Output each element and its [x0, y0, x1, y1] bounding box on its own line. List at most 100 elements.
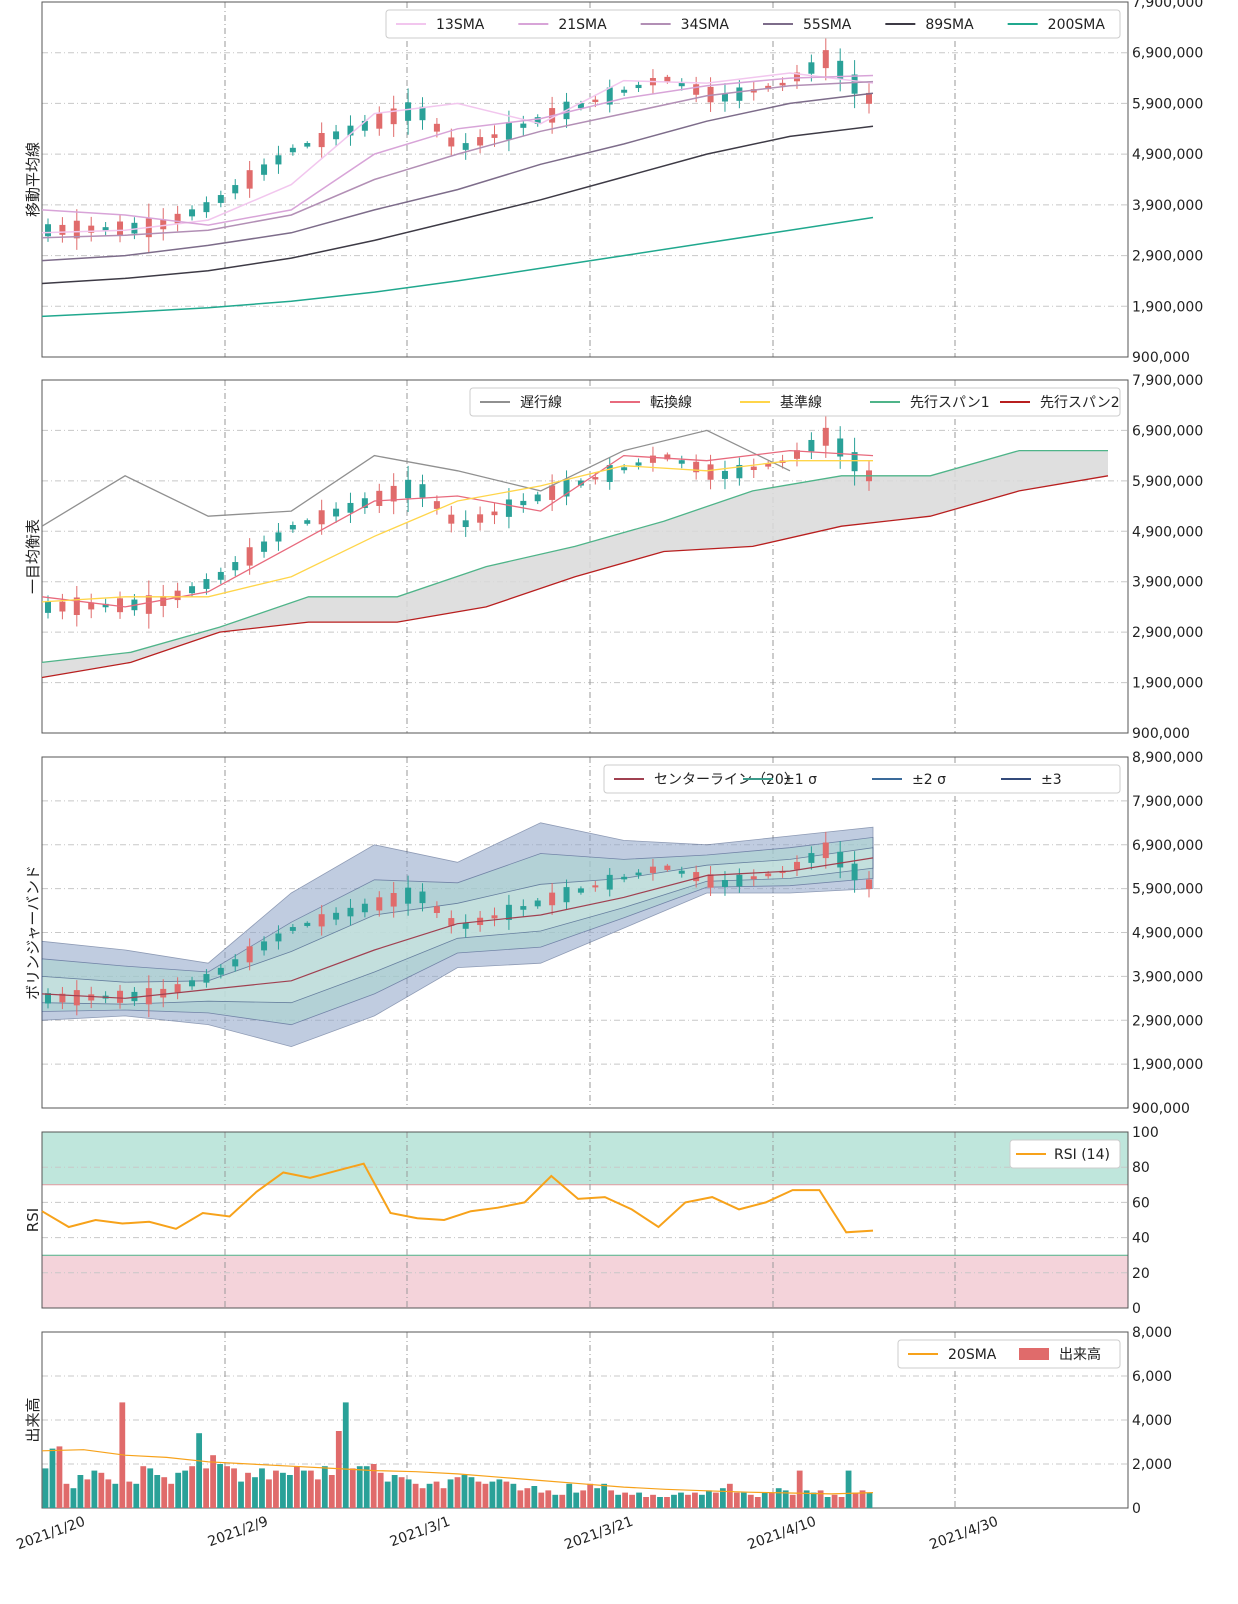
candle-body — [45, 600, 51, 613]
candle-body — [477, 137, 484, 146]
candle-body — [491, 915, 498, 919]
candle-body — [866, 879, 872, 889]
volume-bar — [489, 1481, 496, 1508]
candle-body — [102, 603, 109, 608]
series-line-先行スパン1 — [41, 449, 1108, 664]
candle-body — [793, 72, 800, 82]
candle-body — [275, 933, 282, 942]
volume-bar — [252, 1477, 258, 1508]
candle-body — [59, 224, 66, 235]
y-axis-label: 一目均衡表 — [24, 519, 42, 594]
volume-bar — [433, 1481, 440, 1508]
volume-bar — [140, 1466, 147, 1508]
volume-bar — [859, 1490, 866, 1508]
volume-bar — [391, 1475, 398, 1508]
volume-bar — [643, 1497, 649, 1508]
candle-body — [361, 498, 368, 509]
y-tick-label: 2,900,000 — [1132, 249, 1203, 265]
candle-body — [808, 853, 815, 863]
volume-bar — [524, 1488, 531, 1508]
candle-body — [765, 85, 772, 90]
volume-bar — [768, 1492, 775, 1508]
y-axis-label: 出来高 — [24, 1397, 42, 1442]
y-tick-label: 60 — [1132, 1195, 1150, 1211]
candle-body — [693, 84, 700, 95]
candle-body — [390, 893, 397, 907]
candle-body — [664, 865, 671, 870]
volume-bar — [629, 1494, 635, 1508]
candle-body — [635, 84, 642, 89]
y-tick-label: 7,900,000 — [1132, 794, 1203, 810]
candle-body — [261, 541, 268, 552]
y-tick-label: 7,900,000 — [1132, 0, 1203, 11]
legend-box — [603, 764, 1121, 794]
volume-bar — [196, 1433, 203, 1508]
candle-body — [45, 224, 51, 237]
series-line-基準線 — [41, 460, 873, 603]
candle-body — [577, 103, 584, 109]
candle-body — [765, 873, 772, 877]
candle-body — [203, 202, 210, 213]
candle-body — [505, 122, 512, 140]
series-line-55SMA — [41, 92, 874, 262]
legend-label: 34SMA — [681, 17, 730, 33]
candle-body — [707, 874, 714, 888]
panel-frame — [41, 379, 1129, 734]
candle-body — [491, 134, 498, 138]
candle-body — [577, 480, 584, 486]
candle-body — [621, 89, 628, 93]
volume-bar — [559, 1494, 566, 1508]
candle-body — [649, 866, 656, 873]
candle-body — [693, 461, 700, 473]
series-line-89SMA — [41, 125, 874, 285]
legend-label: 89SMA — [925, 17, 974, 33]
volume-bar — [831, 1494, 838, 1508]
candle-body — [405, 102, 412, 121]
candle-body — [145, 595, 152, 614]
y-tick-label: 900,000 — [1132, 1101, 1190, 1117]
volume-bar — [775, 1488, 782, 1508]
volume-bar — [761, 1492, 768, 1508]
panel-frame — [41, 756, 1129, 1109]
candle-body — [117, 221, 124, 236]
candle-body — [563, 479, 570, 497]
legend-label: 200SMA — [1048, 17, 1106, 33]
candle-body — [736, 874, 743, 887]
volume-bar — [657, 1497, 663, 1508]
candle-body — [678, 82, 685, 87]
volume-bar — [650, 1494, 656, 1508]
legend-label: 20SMA — [948, 1347, 997, 1363]
volume-bar — [405, 1479, 412, 1508]
candle-body — [88, 602, 95, 610]
legend-swatch — [1019, 1348, 1049, 1360]
volume-bar — [552, 1494, 559, 1508]
candle-body — [635, 462, 642, 466]
candle-body — [765, 463, 772, 467]
candle-body — [448, 137, 455, 147]
candle-body — [160, 219, 167, 230]
candle-body — [721, 470, 728, 479]
candle-body — [462, 143, 469, 150]
candle-body — [333, 131, 340, 140]
candle-body — [73, 990, 80, 1006]
candle-body — [822, 50, 829, 69]
panel-volume: 0 2,000 4,000 6,000 8,000 出来高 20SMA 出来高 — [24, 1325, 1172, 1517]
y-tick-label: 3,900,000 — [1132, 969, 1203, 985]
candle-body — [678, 870, 685, 874]
candle-body — [361, 120, 368, 131]
volume-bar — [517, 1490, 524, 1508]
y-tick-label: 4,900,000 — [1132, 524, 1203, 540]
y-tick-label: 3,900,000 — [1132, 198, 1203, 214]
candle-body — [534, 900, 541, 907]
oversold-zone — [42, 1255, 1128, 1308]
candle-body — [405, 479, 412, 499]
series-line-先行スパン2 — [41, 475, 1109, 679]
candle-body — [246, 946, 253, 963]
legend-label: 55SMA — [803, 17, 852, 33]
volume-bar — [845, 1470, 852, 1508]
center-line — [41, 857, 874, 999]
candle-body — [606, 87, 613, 105]
volume-bar — [398, 1477, 405, 1508]
y-tick-label: 20 — [1132, 1266, 1150, 1282]
kumo-cloud — [42, 450, 1108, 678]
